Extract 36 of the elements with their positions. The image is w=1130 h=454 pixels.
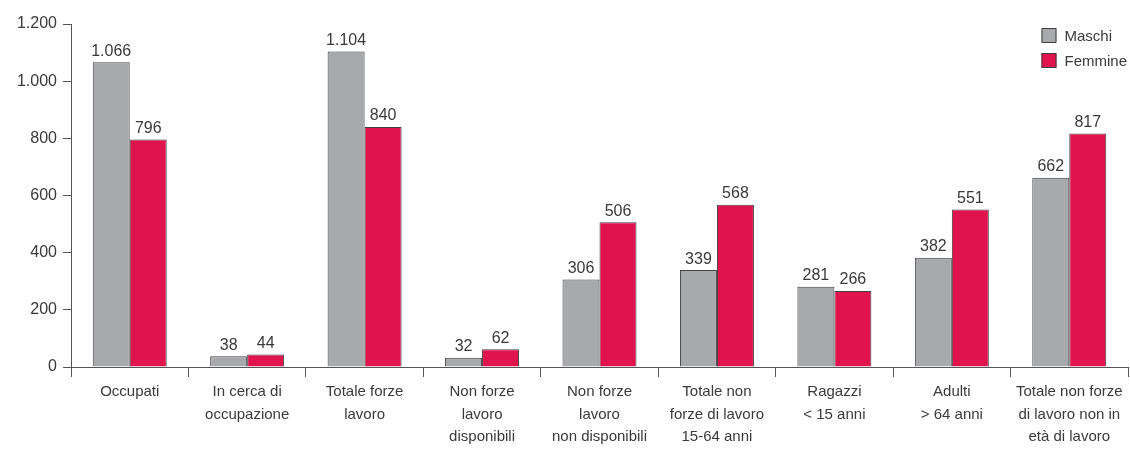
x-tick-label: Occupati	[100, 382, 160, 400]
data-label: 62	[491, 328, 510, 346]
data-label: 796	[134, 118, 162, 136]
data-label: 382	[919, 237, 947, 255]
x-tick-label: Totale non forze di lavoro 15-64 anni	[669, 382, 765, 445]
data-label: 506	[604, 201, 632, 219]
data-label: 551	[956, 188, 984, 206]
x-tick-label: Totale non forze di lavoro non in età di lavoro	[1015, 382, 1123, 445]
data-label: 44	[256, 333, 275, 351]
x-tick-label: Non forze lavoro disponibili	[449, 382, 515, 445]
data-label: 32	[454, 337, 473, 355]
y-tick-label: 0	[48, 357, 58, 375]
data-label: 281	[802, 266, 830, 284]
data-label: 38	[219, 335, 238, 353]
y-tick-label: 200	[30, 300, 58, 318]
data-label: 1.104	[326, 30, 367, 48]
data-label: 339	[685, 249, 712, 267]
x-tick-label: In cerca di occupazione	[205, 382, 290, 422]
y-tick-label: 600	[30, 185, 58, 203]
y-tick-label: 1.000	[16, 71, 58, 89]
data-label: 662	[1037, 157, 1065, 175]
data-label: 306	[567, 258, 595, 276]
x-tick-label: Non forze lavoro non disponibili	[551, 382, 648, 445]
data-label: 1.066	[91, 41, 132, 59]
x-tick-label: Adulti > 64 anni	[920, 382, 983, 422]
data-label: 840	[369, 106, 397, 124]
legend-label: Maschi	[1064, 26, 1112, 44]
x-tick-label: Totale forze lavoro	[325, 382, 404, 422]
x-tick-label: Ragazzi < 15 anni	[803, 382, 866, 422]
data-label: 817	[1074, 112, 1102, 130]
y-tick-label: 400	[30, 243, 58, 261]
legend-label: Femmine	[1064, 51, 1127, 69]
data-label: 568	[722, 184, 749, 202]
y-tick-label: 800	[30, 128, 58, 146]
y-tick-label: 1.200	[16, 14, 58, 32]
data-label: 266	[839, 270, 867, 288]
